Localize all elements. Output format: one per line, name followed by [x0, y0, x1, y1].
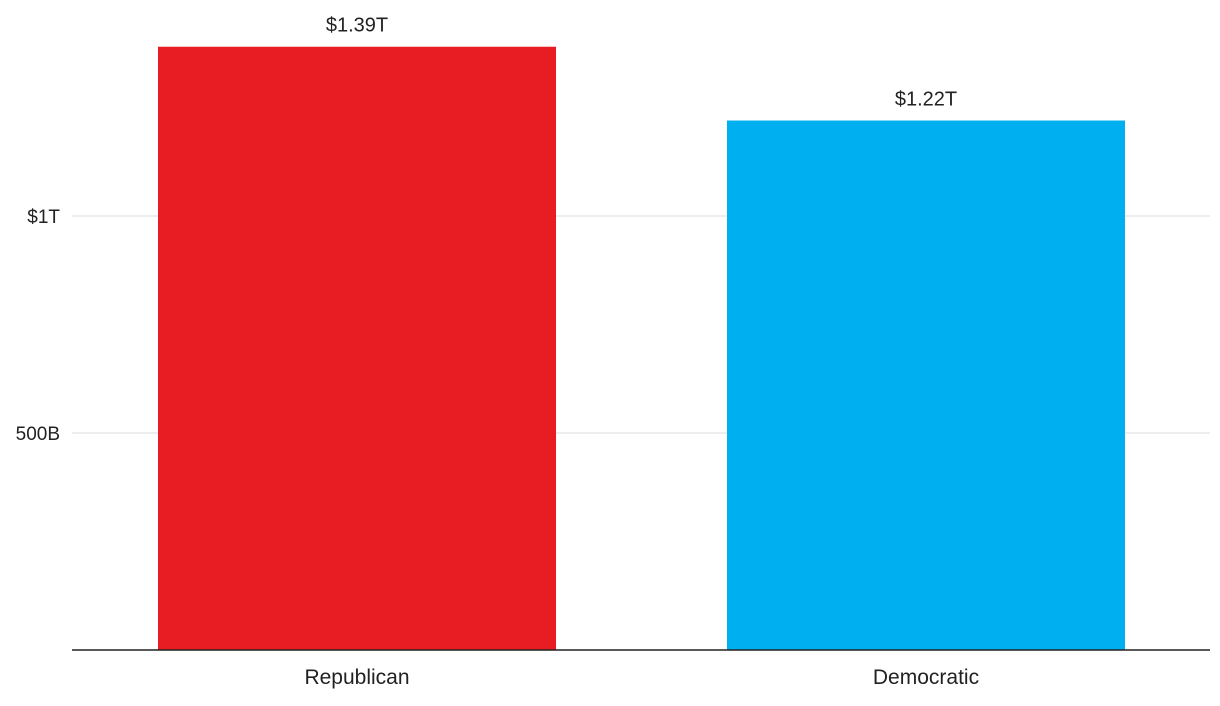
bar-republican: [158, 46, 556, 651]
value-label-democratic: $1.22T: [895, 89, 957, 111]
y-tick-label: $1T: [27, 207, 60, 228]
x-tick-label-democratic: Democratic: [873, 666, 979, 689]
bars: [158, 46, 1125, 651]
y-tick-label: 500B: [16, 424, 60, 445]
x-tick-label-republican: Republican: [304, 666, 409, 689]
y-axis: 500B $1T: [16, 207, 61, 445]
x-axis: Republican Democratic: [304, 666, 979, 689]
value-labels: $1.39T $1.22T: [326, 15, 957, 111]
bar-democratic: [727, 120, 1125, 650]
value-label-republican: $1.39T: [326, 15, 388, 37]
